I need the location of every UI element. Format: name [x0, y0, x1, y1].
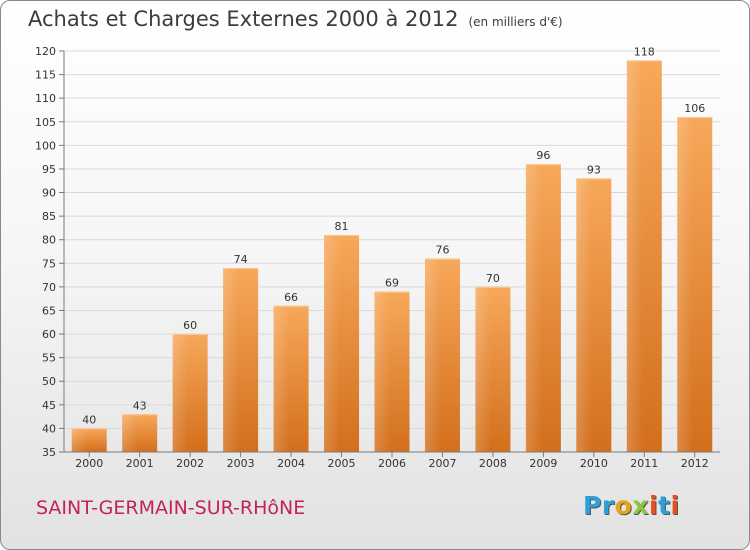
- logo-letter: P: [583, 491, 602, 520]
- x-tick-label: 2011: [630, 457, 658, 470]
- proxiti-logo: Proxiti: [583, 491, 680, 520]
- bar-highlight: [525, 164, 542, 453]
- bar-value-label: 43: [133, 399, 147, 412]
- bar-highlight: [424, 258, 441, 452]
- logo-letter: o: [614, 491, 633, 520]
- bar-value-label: 60: [183, 319, 197, 332]
- logo-letter: t: [658, 491, 671, 520]
- x-tick-label: 2006: [378, 457, 406, 470]
- x-tick-label: 2005: [328, 457, 356, 470]
- logo-letter: i: [670, 491, 680, 520]
- bar-value-label: 70: [486, 272, 500, 285]
- chart-title-text: Achats et Charges Externes 2000 à 2012: [28, 7, 459, 31]
- bar-value-label: 40: [82, 413, 96, 426]
- y-tick-label: 90: [42, 187, 56, 200]
- bar-highlight: [677, 117, 694, 452]
- y-tick-label: 65: [42, 304, 56, 317]
- bar-highlight: [324, 234, 340, 452]
- bar-highlight: [223, 268, 239, 452]
- y-tick-label: 75: [42, 257, 56, 270]
- logo-letter: i: [649, 491, 659, 520]
- y-tick-label: 35: [42, 446, 56, 459]
- x-tick-label: 2009: [529, 457, 557, 470]
- chart-subtitle: (en milliers d'€): [468, 15, 563, 29]
- y-tick-label: 105: [35, 116, 56, 129]
- y-tick-label: 50: [42, 375, 56, 388]
- y-tick-label: 115: [35, 69, 56, 82]
- bar-highlight: [172, 334, 189, 452]
- labels: 35 40 45 50 55 60 65 70 75 80 85 90 95 100 105 110 115 12…: [35, 45, 709, 470]
- bar-highlight: [576, 178, 593, 452]
- bar-value-label: 96: [536, 149, 550, 162]
- bar-highlight: [374, 291, 391, 452]
- y-tick-label: 55: [42, 352, 56, 365]
- x-tick-label: 2008: [479, 457, 507, 470]
- x-tick-label: 2010: [580, 457, 608, 470]
- y-tick-label: 70: [42, 281, 56, 294]
- y-tick-label: 40: [42, 422, 56, 435]
- bar-value-label: 93: [587, 163, 601, 176]
- x-tick-label: 2003: [227, 457, 255, 470]
- y-tick-label: 95: [42, 163, 56, 176]
- y-tick-label: 85: [42, 210, 56, 223]
- bar-highlight: [71, 428, 88, 452]
- bar-value-label: 106: [684, 102, 705, 115]
- bar-value-label: 76: [435, 244, 449, 257]
- chart-title: Achats et Charges Externes 2000 à 2012 (e…: [28, 7, 563, 31]
- bar-value-label: 81: [335, 220, 349, 233]
- y-tick-label: 45: [42, 399, 56, 412]
- x-tick-label: 2004: [277, 457, 305, 470]
- axes: [59, 50, 720, 457]
- y-tick-label: 60: [42, 328, 56, 341]
- bar-highlight: [122, 414, 138, 452]
- bar-value-label: 66: [284, 291, 298, 304]
- bar-highlight: [273, 305, 290, 452]
- x-tick-label: 2012: [681, 457, 709, 470]
- bar-value-label: 74: [234, 253, 248, 266]
- commune-name: SAINT-GERMAIN-SUR-RHôNE: [36, 497, 306, 519]
- x-tick-label: 2000: [75, 457, 103, 470]
- y-tick-label: 110: [35, 92, 56, 105]
- x-tick-label: 2007: [428, 457, 456, 470]
- bar-value-label: 118: [634, 45, 655, 58]
- x-tick-label: 2002: [176, 457, 204, 470]
- x-tick-label: 2001: [126, 457, 154, 470]
- bar-highlight: [626, 60, 643, 452]
- y-tick-label: 100: [35, 139, 56, 152]
- bars: [71, 60, 713, 453]
- bar-highlight: [475, 286, 492, 452]
- y-tick-label: 120: [35, 45, 56, 58]
- bar-value-label: 69: [385, 277, 399, 290]
- y-tick-label: 80: [42, 234, 56, 247]
- logo-letter: r: [601, 491, 615, 520]
- logo-letter: x: [632, 491, 649, 520]
